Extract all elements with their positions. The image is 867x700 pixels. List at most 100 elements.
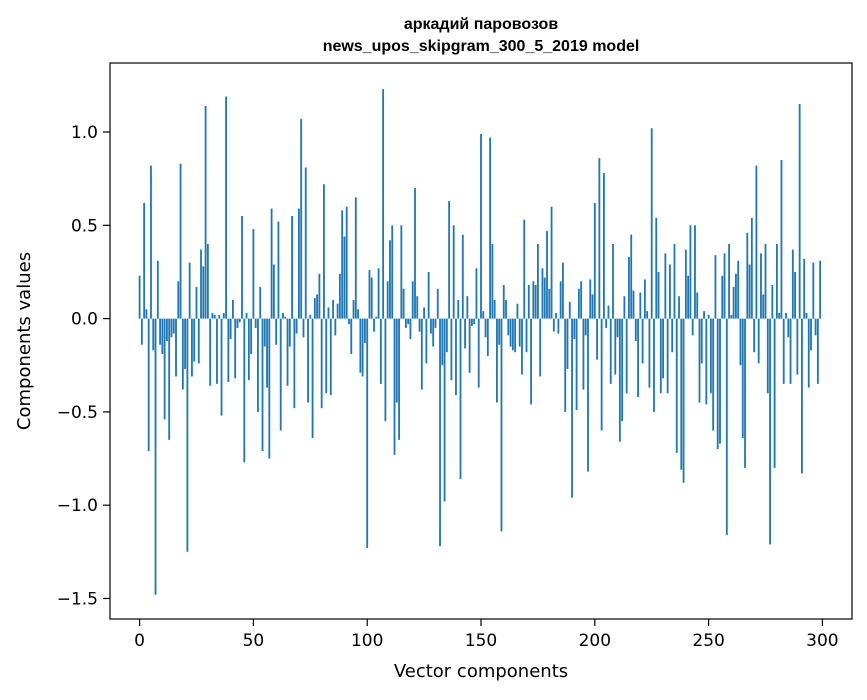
bar [468,318,471,373]
bar [247,318,250,381]
bar [625,318,628,394]
bar [548,288,551,319]
bar [272,264,275,319]
bar [798,104,801,319]
bar [657,271,660,319]
bar [639,292,642,319]
y-tick-label: 0.0 [71,310,98,330]
bar [395,318,398,403]
bar [543,277,546,319]
bar [814,318,817,336]
bar [430,318,432,334]
bar [771,285,774,319]
bar [757,318,760,364]
bar [270,208,273,319]
bar [648,318,651,388]
bar [703,311,705,319]
bar [687,275,690,319]
bar [534,285,537,319]
bar [810,318,812,351]
bar [402,288,405,319]
bar [232,299,234,319]
bar [782,318,785,384]
bar [766,318,769,394]
bar [186,318,189,552]
bar [511,318,514,351]
bar [775,243,778,319]
bar [398,318,400,440]
bar [386,281,389,319]
bars-group [138,89,822,595]
bar [140,318,143,345]
y-tick-label: −1.5 [57,589,98,609]
bar [425,318,428,364]
bar [161,318,164,355]
bar [637,318,639,397]
bar [409,318,412,340]
bar [268,318,271,459]
bar [785,313,787,319]
bar [616,318,619,338]
chart-subtitle: news_upos_skipgram_300_5_2019 model [323,38,640,55]
bar [375,316,378,319]
bar [682,318,685,483]
bar [377,268,380,319]
bar [484,318,487,338]
bar [316,294,319,319]
bar [596,318,598,360]
bar [227,318,230,383]
bar [803,258,806,319]
bar [621,318,624,422]
bar [719,318,721,444]
bar [373,318,375,332]
bar [796,318,799,375]
bar [732,286,735,319]
bar [466,296,469,319]
chart-title: аркадий паровозов [404,16,558,33]
bar [261,318,264,452]
x-tick-label: 100 [351,631,383,651]
bar [436,288,439,319]
bar [791,249,794,319]
bar [457,299,460,319]
bar [807,318,810,388]
bar [200,249,202,319]
bar [179,163,182,319]
bar [716,318,719,450]
bar [669,264,671,319]
bar [748,264,751,319]
bar [257,318,259,412]
bar [525,318,528,353]
bar [366,318,369,549]
bar [801,318,803,474]
bar [618,318,621,442]
bar [345,206,348,319]
bar [165,318,168,341]
bar [498,318,501,345]
bar [496,318,498,403]
bar [632,290,635,319]
bar [507,318,510,336]
bar [423,307,426,319]
bar [236,318,239,328]
bar [746,232,749,319]
bar [741,318,744,439]
bar [728,243,730,319]
bar [291,215,293,319]
bar [780,160,783,319]
bar [750,217,753,319]
bar [614,318,617,375]
bar [516,303,519,319]
bar [650,128,653,319]
bar [352,299,355,319]
bar [252,229,255,319]
bar [286,318,289,386]
bar [455,318,457,396]
bar [334,318,337,336]
bar [279,318,282,431]
bar [336,303,339,319]
bar [259,286,262,319]
bar [143,202,146,319]
bar [805,313,808,319]
